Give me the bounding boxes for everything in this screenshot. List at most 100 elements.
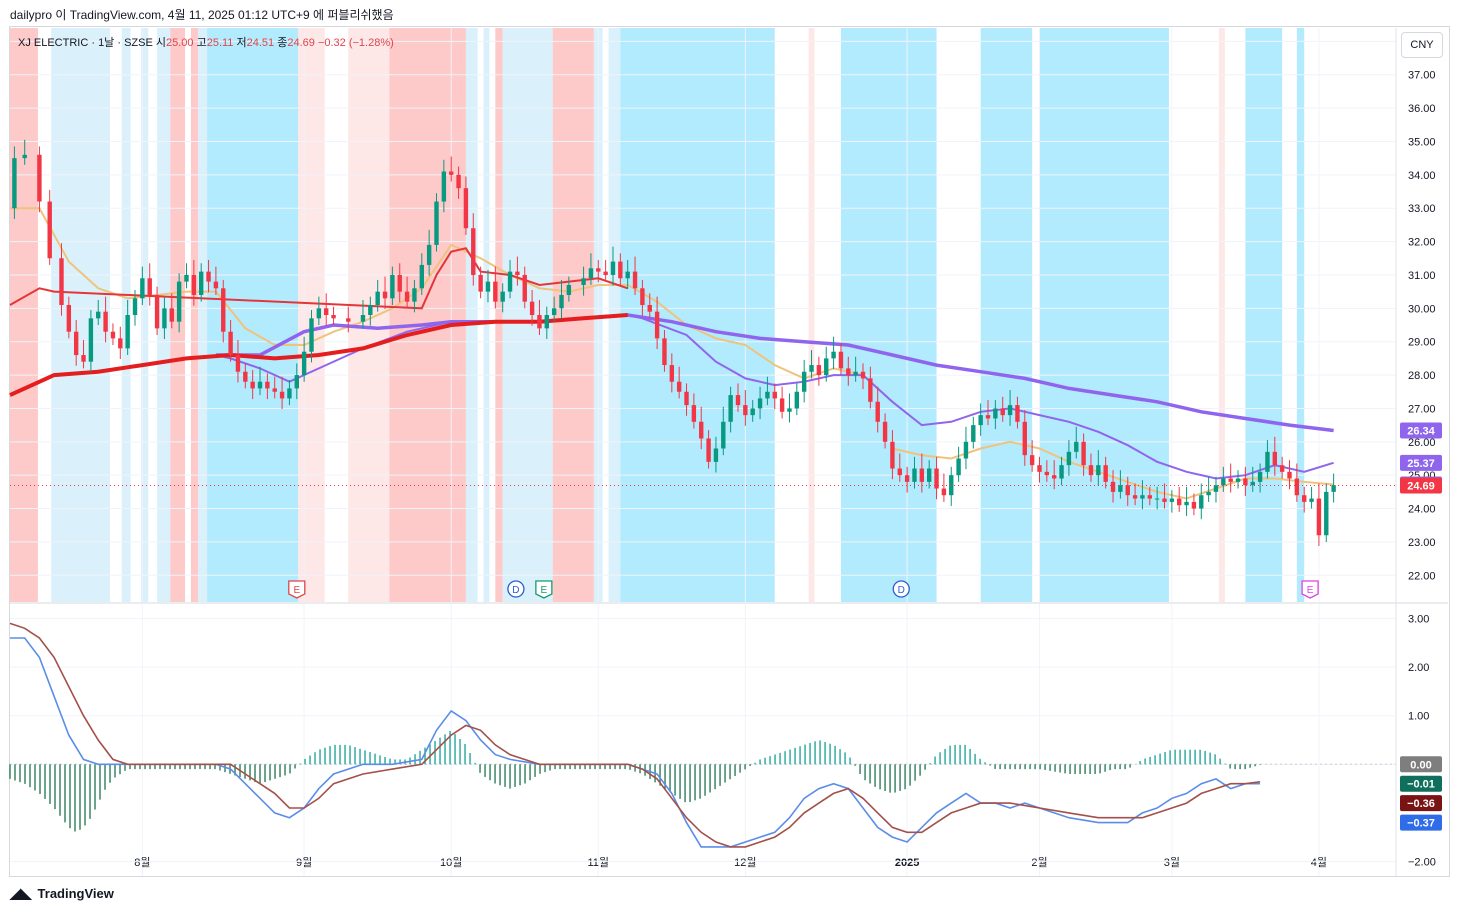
band-lightblue — [198, 28, 208, 602]
marker-label: E — [1307, 585, 1314, 596]
symbol-name[interactable]: XJ ELECTRIC · 1날 · SZSE — [18, 37, 153, 49]
candle-body — [515, 271, 520, 275]
candle-body — [1324, 491, 1329, 536]
candle-body — [669, 365, 675, 382]
candle-body — [625, 271, 630, 279]
signal-line — [9, 622, 1261, 848]
band-blue — [1039, 28, 1169, 602]
candle-body — [1331, 485, 1336, 492]
macd-axis-label: −0.37 — [1407, 818, 1435, 830]
earnings-marker — [535, 580, 553, 599]
price-axis-label: 25.37 — [1407, 458, 1435, 470]
candle-body — [1088, 465, 1094, 476]
macd-axis-label: −0.01 — [1407, 779, 1435, 791]
candle-body — [721, 421, 726, 449]
close-value: 24.69 — [287, 37, 315, 49]
candle-body — [1029, 455, 1035, 466]
candle-body — [1103, 465, 1108, 482]
candle-body — [1243, 478, 1248, 486]
band-blue — [207, 28, 299, 602]
candle-body — [103, 311, 108, 332]
candle-body — [132, 298, 138, 315]
candle-body — [588, 268, 594, 279]
candle-body — [985, 415, 991, 419]
currency-button[interactable]: CNY — [1401, 32, 1443, 58]
candle-body — [654, 311, 660, 339]
close-label: 종 — [277, 37, 288, 49]
ma-long-purple-line — [215, 313, 1334, 433]
macd-tick-label: 3.00 — [1408, 614, 1429, 626]
candle-body — [47, 201, 52, 259]
candle-body — [1257, 471, 1263, 482]
candle-body — [559, 294, 564, 309]
dividend-marker — [507, 580, 525, 598]
candle-body — [684, 391, 689, 406]
candle-body — [412, 288, 417, 302]
candle-body — [265, 381, 270, 389]
candle-body — [897, 468, 902, 476]
symbol-legend: XJ ELECTRIC · 1날 · SZSE 시25.00 고25.11 저2… — [18, 34, 394, 50]
candle-body — [765, 391, 770, 399]
band-pink — [1218, 28, 1225, 602]
macd-line — [10, 637, 1261, 848]
candle-body — [544, 315, 550, 329]
candle-body — [368, 304, 373, 315]
candle-body — [125, 315, 130, 349]
candle-body — [1250, 481, 1255, 486]
candle-body — [735, 395, 741, 406]
candle-body — [309, 318, 314, 352]
candle-body — [88, 318, 94, 362]
price-axis-label-bg — [1400, 477, 1442, 494]
candle-body — [500, 291, 505, 302]
candle-body — [824, 358, 829, 376]
candle-body — [1110, 481, 1116, 492]
candle-body — [772, 391, 777, 399]
band-blue — [620, 28, 775, 602]
candle-body — [162, 308, 167, 329]
price-tick-label: 24.00 — [1408, 504, 1436, 516]
marker-label: E — [541, 585, 548, 596]
candle-body — [890, 441, 895, 469]
candle-body — [12, 158, 17, 209]
macd-axis-label: 0.00 — [1410, 759, 1431, 771]
candle-body — [390, 274, 395, 299]
ema-long-line — [9, 313, 628, 397]
band-blue — [980, 28, 1033, 602]
candle-body — [551, 308, 557, 315]
candle-body — [691, 405, 697, 422]
candle-body — [243, 371, 248, 382]
candle-body — [949, 475, 954, 496]
candle-body — [529, 301, 535, 315]
candle-body — [493, 281, 498, 302]
candle-body — [426, 244, 432, 265]
candle-body — [301, 351, 307, 376]
candle-body — [632, 271, 638, 289]
candle-body — [757, 398, 763, 409]
candle-body — [978, 415, 983, 426]
candle-body — [846, 368, 851, 376]
candle-body — [522, 274, 527, 302]
candle-body — [1294, 478, 1300, 496]
candle-body — [22, 154, 27, 159]
candle-body — [853, 371, 858, 376]
candle-body — [1096, 465, 1101, 476]
macd-axis-label-bg — [1400, 756, 1442, 773]
candle-body — [96, 311, 101, 319]
band-lightblue — [483, 28, 490, 602]
high-label: 고 — [196, 37, 207, 49]
candle-body — [221, 288, 226, 332]
macd-tick-label: −2.00 — [1408, 856, 1436, 868]
candle-body — [1177, 498, 1182, 506]
band-lightblue — [140, 28, 149, 602]
candle-body — [272, 388, 277, 392]
time-tick-label: 9월 — [296, 856, 312, 869]
candle-body — [110, 331, 116, 339]
candle-body — [1147, 495, 1152, 499]
candle-body — [118, 338, 123, 349]
candle-body — [647, 304, 652, 312]
dividend-marker — [892, 580, 910, 598]
candle-body — [434, 201, 439, 245]
candle-body — [419, 264, 424, 289]
candle-body — [1132, 495, 1138, 499]
